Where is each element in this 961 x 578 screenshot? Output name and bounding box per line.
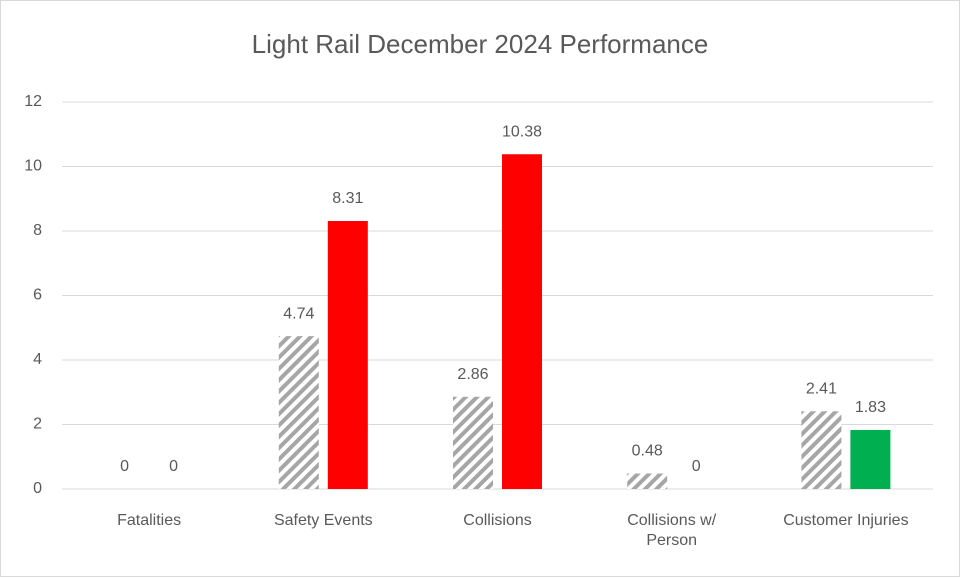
x-tick-label: Fatalities [117, 512, 182, 529]
y-tick-label: 8 [33, 222, 42, 239]
data-label: 2.41 [806, 380, 837, 397]
x-tick-label: Collisions [463, 512, 532, 529]
data-label: 0.48 [632, 443, 663, 460]
data-label: 0 [692, 458, 701, 475]
bar [453, 396, 493, 489]
x-tick-label: Collisions w/ Person [627, 512, 717, 549]
chart-title: Light Rail December 2024 Performance [252, 29, 709, 59]
y-tick-label: 12 [24, 93, 42, 110]
x-tick-label: Customer Injuries [783, 512, 909, 529]
bar [278, 336, 319, 489]
data-label: 10.38 [502, 123, 542, 140]
data-label: 2.86 [457, 366, 488, 383]
data-label: 4.74 [283, 305, 314, 322]
data-label: 8.31 [332, 190, 363, 207]
data-label: 0 [169, 458, 178, 475]
y-tick-label: 2 [33, 416, 42, 433]
y-tick-label: 4 [33, 351, 42, 368]
bar [850, 429, 891, 489]
y-tick-label: 10 [24, 158, 42, 175]
y-tick-label: 6 [33, 287, 42, 304]
data-label: 0 [120, 458, 129, 475]
y-tick-label: 0 [33, 480, 42, 497]
bar [627, 473, 668, 489]
bar [327, 221, 368, 489]
bar [801, 411, 842, 489]
x-tick-label: Safety Events [273, 512, 373, 529]
bar [502, 154, 542, 489]
data-label: 1.83 [855, 399, 886, 416]
